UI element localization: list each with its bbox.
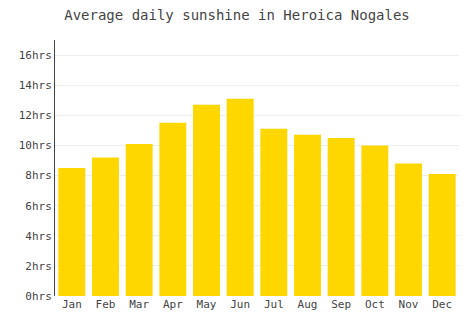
svg-text:6hrs: 6hrs xyxy=(25,200,52,213)
svg-text:16hrs: 16hrs xyxy=(19,49,52,62)
svg-text:Oct: Oct xyxy=(365,298,385,311)
svg-text:Feb: Feb xyxy=(96,298,116,311)
svg-text:Mar: Mar xyxy=(129,298,149,311)
svg-text:14hrs: 14hrs xyxy=(19,79,52,92)
svg-text:0hrs: 0hrs xyxy=(25,290,52,303)
svg-text:Apr: Apr xyxy=(163,298,183,311)
svg-text:Jun: Jun xyxy=(230,298,250,311)
svg-text:2hrs: 2hrs xyxy=(25,260,52,273)
svg-text:Nov: Nov xyxy=(399,298,419,311)
svg-text:8hrs: 8hrs xyxy=(25,169,52,182)
svg-text:May: May xyxy=(197,298,217,311)
svg-text:Sep: Sep xyxy=(331,298,351,311)
svg-text:Dec: Dec xyxy=(432,298,452,311)
svg-text:Jul: Jul xyxy=(264,298,284,311)
svg-text:10hrs: 10hrs xyxy=(19,139,52,152)
svg-text:Jan: Jan xyxy=(62,298,82,311)
svg-text:4hrs: 4hrs xyxy=(25,230,52,243)
svg-text:12hrs: 12hrs xyxy=(19,109,52,122)
svg-text:Aug: Aug xyxy=(298,298,318,311)
svg-text:Average daily sunshine in Hero: Average daily sunshine in Heroica Nogale… xyxy=(64,7,410,23)
